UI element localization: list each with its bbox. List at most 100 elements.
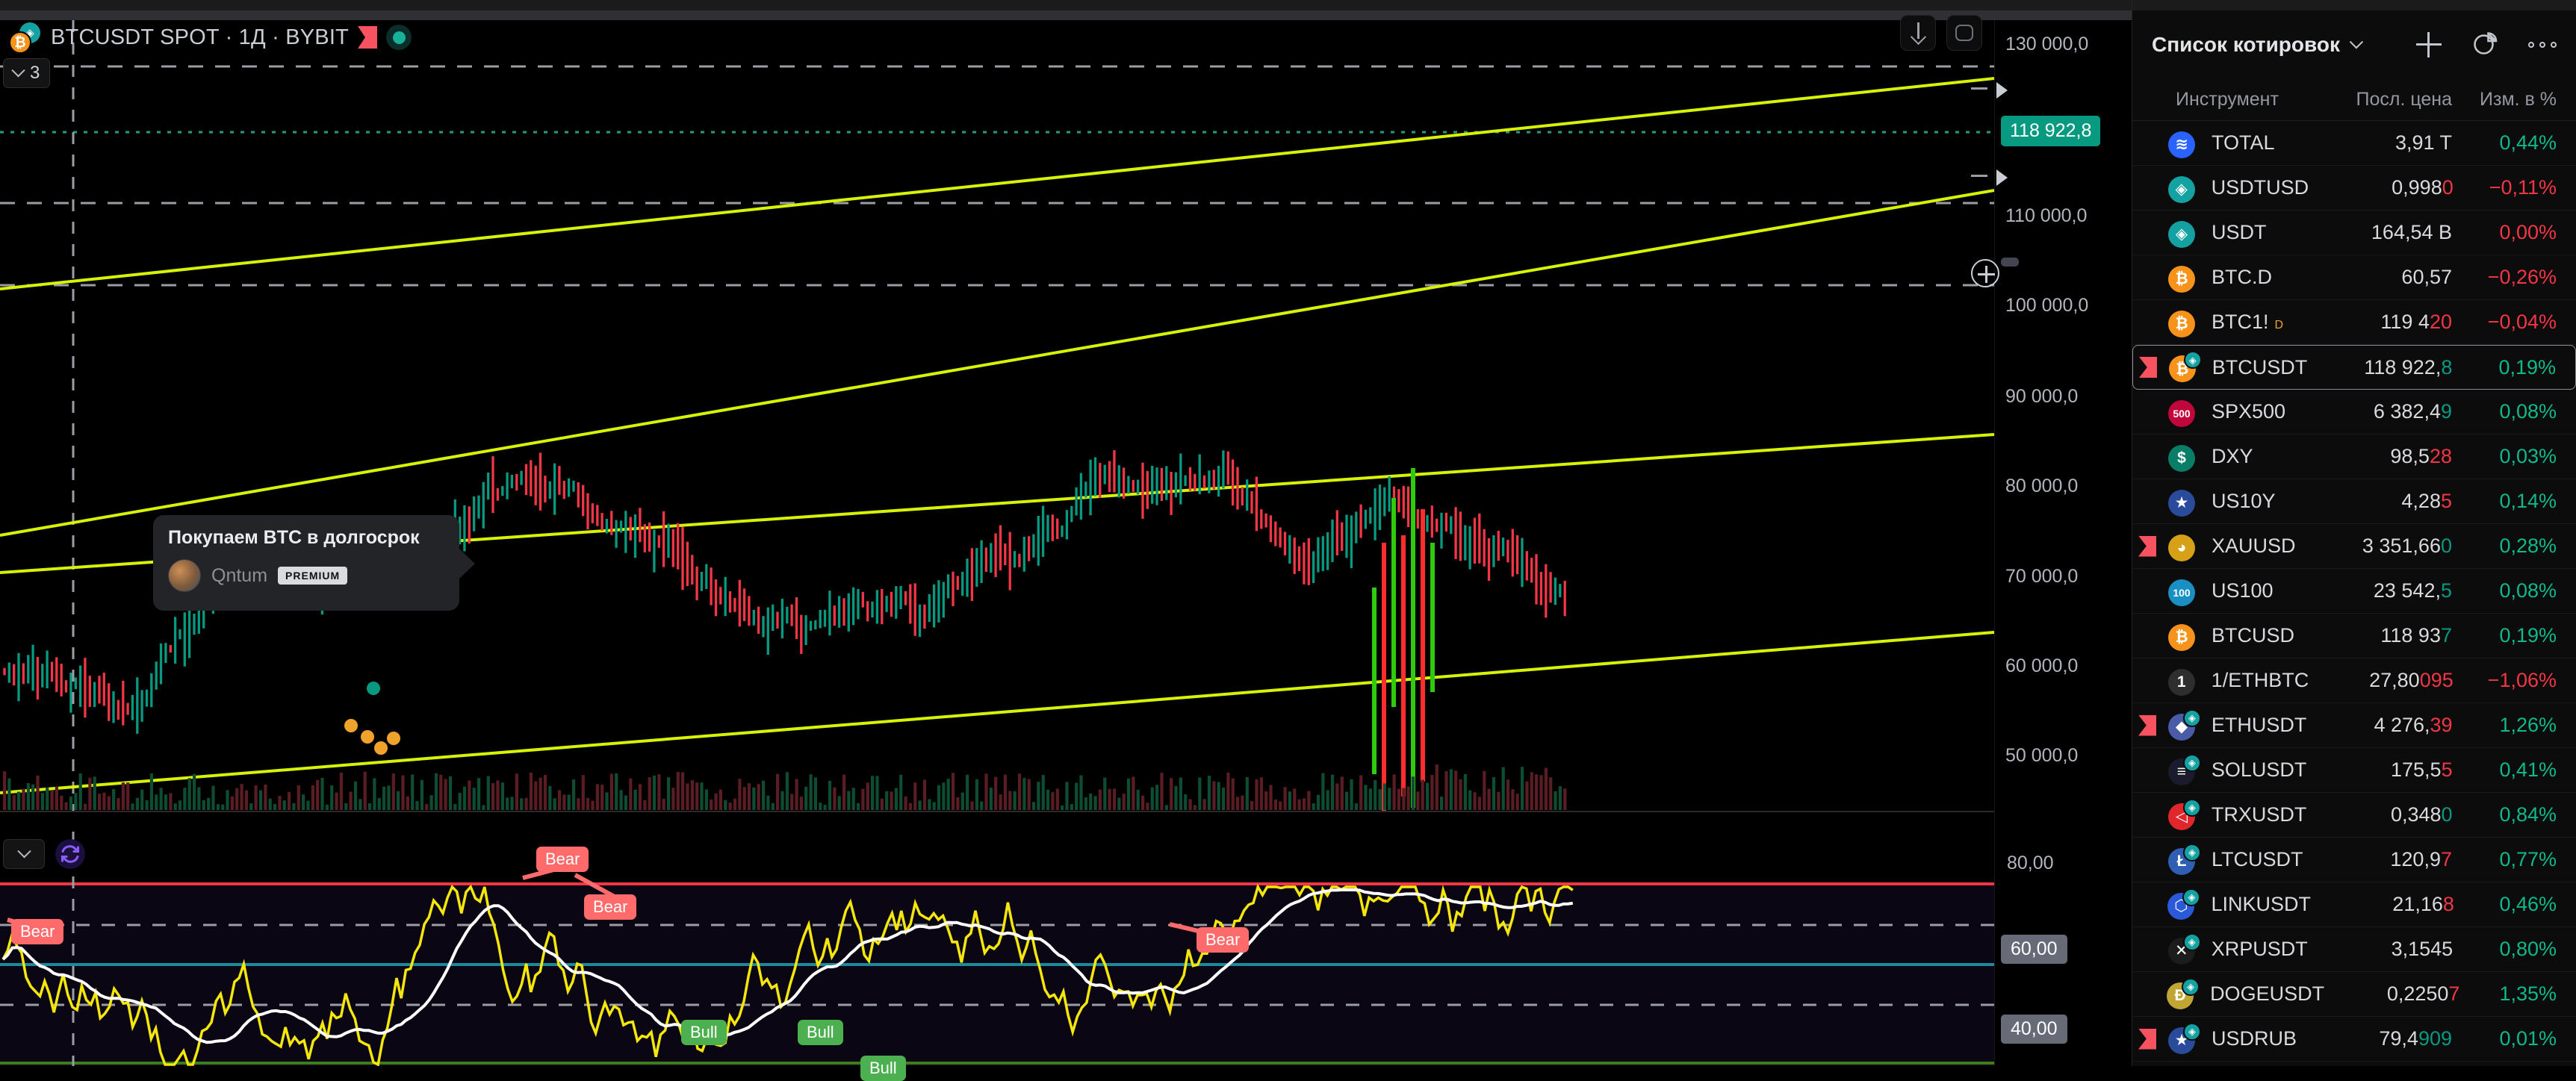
watchlist-header: Список котировок xyxy=(2132,10,2576,79)
row-symbol[interactable]: LTCUSDT xyxy=(2198,848,2306,871)
row-symbol[interactable]: BTC1! D xyxy=(2198,311,2306,334)
download-icon[interactable] xyxy=(1900,15,1936,51)
flag-icon[interactable] xyxy=(358,26,378,49)
watchlist-row-usdt[interactable]: ◈ USDT 164,54 B 0,00% xyxy=(2132,211,2576,255)
idea-tooltip[interactable]: Покупаем BTC в долгосрок Qntum PREMIUM xyxy=(153,515,475,611)
watchlist-row-dxy[interactable]: $ DXY 98,528 0,03% xyxy=(2132,434,2576,479)
record-dot-icon[interactable] xyxy=(386,25,412,50)
row-symbol[interactable]: TRXUSDT xyxy=(2198,803,2307,826)
coin-glyph: ₿ xyxy=(2168,623,2195,651)
watchlist-row-trxusdt[interactable]: ◁ ◈ TRXUSDT 0,3480 0,84% xyxy=(2132,793,2576,838)
indicator-scale[interactable]: 80,00 60,00 40,00 xyxy=(1994,832,2132,1066)
watchlist-row-xrpusdt[interactable]: ✕ ◈ XRPUSDT 3,1545 0,80% xyxy=(2132,927,2576,972)
column-change-pct[interactable]: Изм. в % xyxy=(2480,89,2557,110)
signal-tag-bull: Bull xyxy=(681,1020,727,1045)
chart-legend[interactable]: ◈ ₿ BTCUSDT SPOT · 1Д · BYBIT xyxy=(7,22,412,54)
row-symbol[interactable]: US100 xyxy=(2198,579,2306,602)
row-symbol[interactable]: BTCUSDT xyxy=(2199,356,2308,379)
watchlist-panel: Список котировок Инструмент Посл. цена И… xyxy=(2132,0,2576,1066)
coin-glyph: 1 xyxy=(2167,668,2195,696)
watchlist-row-ltcusdt[interactable]: Ł ◈ LTCUSDT 120,97 0,77% xyxy=(2132,838,2576,882)
price-tick: 60 000,0 xyxy=(2005,655,2079,676)
indicator-pane[interactable]: Bear Bear Bear Bear Bull Bull Bull xyxy=(0,832,1994,1081)
chart-top-right-buttons[interactable] xyxy=(1900,15,1982,51)
price-tick: 110 000,0 xyxy=(2005,205,2088,226)
row-symbol[interactable]: BTC.D xyxy=(2198,266,2306,289)
row-symbol[interactable]: 1/ETHBTC xyxy=(2198,669,2309,692)
row-symbol-text: DXY xyxy=(2212,445,2253,467)
column-instrument[interactable]: Инструмент xyxy=(2176,89,2279,110)
row-symbol[interactable]: SOLUSDT xyxy=(2198,758,2307,782)
watchlist-row-solusdt[interactable]: ≡ ◈ SOLUSDT 175,55 0,41% xyxy=(2132,748,2576,793)
row-symbol-text: US100 xyxy=(2212,579,2274,602)
watchlist-rows: ≋ TOTAL 3,91 T 0,44% ◈ USDTUSD 0,9980 −0,11% ◈ US… xyxy=(2132,121,2576,1062)
row-symbol-text: SOLUSDT xyxy=(2211,758,2307,781)
spx500-icon: 500 xyxy=(2168,397,2198,427)
overlay-series xyxy=(1372,468,1435,811)
price-chart-canvas[interactable] xyxy=(0,20,1994,1066)
plus-icon[interactable] xyxy=(2416,32,2442,57)
watchlist-row-spx500[interactable]: 500 SPX500 6 382,49 0,08% xyxy=(2132,390,2576,434)
watchlist-title[interactable]: Список котировок xyxy=(2152,33,2340,56)
chevron-down-icon[interactable] xyxy=(2349,34,2364,49)
coin-glyph: ₿ xyxy=(2168,310,2195,337)
flag-icon[interactable] xyxy=(2138,535,2156,557)
row-last-price: 119 420 xyxy=(2380,311,2452,333)
more-options-icon[interactable] xyxy=(2528,42,2557,48)
indicator-level-badge[interactable]: 40,00 xyxy=(2001,1015,2067,1044)
watchlist-row-btc.d[interactable]: ₿ BTC.D 60,57 −0,26% xyxy=(2132,255,2576,300)
indicator-pane-header[interactable] xyxy=(0,832,85,876)
flag-icon[interactable] xyxy=(2138,714,2156,736)
row-symbol[interactable]: XAUUSD xyxy=(2198,535,2306,558)
watchlist-row-us10y[interactable]: ★ US10Y 4,285 0,14% xyxy=(2132,479,2576,524)
refresh-icon[interactable] xyxy=(55,839,85,869)
symbol-title[interactable]: BTCUSDT SPOT · 1Д · BYBIT xyxy=(51,25,350,49)
column-last-price[interactable]: Посл. цена xyxy=(2356,89,2452,110)
watchlist-row-usdrub[interactable]: ★ ◈ USDRUB 79,4909 0,01% xyxy=(2132,1017,2576,1062)
watchlist-row-total[interactable]: ≋ TOTAL 3,91 T 0,44% xyxy=(2132,121,2576,166)
row-symbol[interactable]: USDRUB xyxy=(2198,1027,2306,1050)
plus-circle-icon[interactable] xyxy=(1971,258,2005,292)
watchlist-row-1/ethbtc[interactable]: 1 1/ETHBTC 27,80095 −1,06% xyxy=(2132,658,2576,703)
watchlist-row-btc1![interactable]: ₿ BTC1! D 119 420 −0,04% xyxy=(2132,300,2576,345)
row-symbol[interactable]: DOGEUSDT xyxy=(2197,982,2324,1006)
crosshair-price-badge[interactable] xyxy=(2001,258,2019,267)
signal-tag-bull: Bull xyxy=(798,1020,843,1045)
row-last-price-tail: 0 xyxy=(2441,803,2453,826)
watchlist-row-btcusd[interactable]: ₿ BTCUSD 118 937 0,19% xyxy=(2132,614,2576,658)
watchlist-row-ethusdt[interactable]: ◆ ◈ ETHUSDT 4 276,39 1,26% xyxy=(2132,703,2576,748)
flag-icon[interactable] xyxy=(2139,357,2157,378)
row-symbol[interactable]: ETHUSDT xyxy=(2198,714,2307,737)
row-symbol[interactable]: US10Y xyxy=(2198,490,2306,513)
row-symbol[interactable]: TOTAL xyxy=(2198,131,2306,155)
fullscreen-icon[interactable] xyxy=(1946,15,1982,51)
ratio-icon: 1 xyxy=(2167,666,2198,696)
idea-author[interactable]: Qntum xyxy=(211,564,268,586)
row-change-pct: 0,41% xyxy=(2499,758,2557,781)
watchlist-row-btcusdt[interactable]: ₿ ◈ BTCUSDT 118 922,8 0,19% xyxy=(2132,345,2576,390)
flag-icon[interactable] xyxy=(2138,1028,2156,1050)
watchlist-row-usdtusd[interactable]: ◈ USDTUSD 0,9980 −0,11% xyxy=(2132,166,2576,211)
row-symbol[interactable]: SPX500 xyxy=(2198,400,2306,423)
watchlist-row-linkusdt[interactable]: ⬡ ◈ LINKUSDT 21,168 0,46% xyxy=(2132,882,2576,927)
row-symbol[interactable]: BTCUSD xyxy=(2198,624,2306,647)
row-change-pct: −0,11% xyxy=(2489,176,2557,199)
last-price-badge[interactable]: 118 922,8 xyxy=(2001,116,2101,146)
row-change-pct: 0,28% xyxy=(2499,535,2557,557)
row-symbol[interactable]: USDT xyxy=(2198,221,2306,244)
row-symbol[interactable]: DXY xyxy=(2198,445,2306,468)
row-last-price: 118 937 xyxy=(2380,624,2452,647)
row-symbol[interactable]: XRPUSDT xyxy=(2198,938,2308,961)
row-symbol[interactable]: LINKUSDT xyxy=(2197,893,2311,916)
indicator-level-badge[interactable]: 60,00 xyxy=(2001,935,2067,964)
collapse-pane-button[interactable] xyxy=(3,839,45,869)
tether-icon: ◈ xyxy=(2183,1022,2201,1041)
watchlist-row-xauusd[interactable]: ◕ XAUUSD 3 351,660 0,28% xyxy=(2132,524,2576,569)
replay-count-chip[interactable]: 3 xyxy=(3,58,51,88)
pie-chart-icon[interactable] xyxy=(2471,30,2498,60)
row-symbol[interactable]: USDTUSD xyxy=(2198,176,2309,199)
watchlist-row-dogeusdt[interactable]: Ð ◈ DOGEUSDT 0,22507 1,35% xyxy=(2132,972,2576,1017)
watchlist-row-us100[interactable]: 100 US100 23 542,5 0,08% xyxy=(2132,569,2576,614)
row-last-price-tail: 909 xyxy=(2418,1027,2452,1050)
